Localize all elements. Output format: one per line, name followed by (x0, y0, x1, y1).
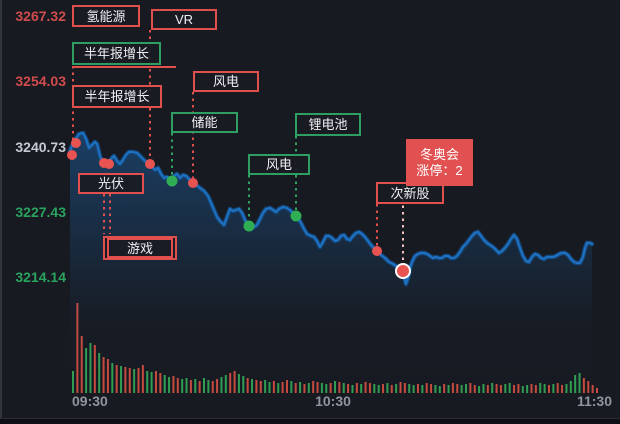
concept-tag[interactable]: 储能 (171, 112, 238, 133)
connector-dotted-line (247, 175, 250, 220)
hidden-tag-top-border-line (72, 66, 176, 68)
inner-tag-border: 游戏 (107, 238, 173, 258)
event-dot-red (104, 158, 114, 169)
connector-dotted-line (170, 133, 173, 176)
concept-tag-label: VR (174, 12, 194, 27)
concept-tag-label: 光伏 (97, 176, 124, 191)
connector-dotted-line (103, 194, 105, 234)
concept-tag-label: 半年报增长 (83, 46, 149, 61)
y-axis-price-label: 3227.43 (15, 204, 66, 220)
x-axis-time-label: 09:30 (72, 393, 108, 409)
concept-tag[interactable]: 风电 (193, 71, 259, 92)
limit-up-callout[interactable]: 冬奥会 涨停：2 (406, 139, 473, 186)
concept-tag-label: 锂电池 (308, 117, 348, 132)
connector-dotted-line (402, 186, 404, 266)
concept-tag-label: 储能 (191, 115, 218, 130)
concept-tag[interactable]: 半年报增长 (72, 42, 161, 65)
concept-tag[interactable]: 光伏 (78, 173, 144, 194)
y-axis-price-label: 3240.73 (15, 139, 66, 155)
left-edge-strip (0, 0, 2, 424)
y-axis-price-label: 3214.14 (15, 269, 66, 285)
concept-tag-label: 风电 (212, 74, 239, 89)
concept-tag[interactable]: 氢能源 (72, 5, 140, 27)
concept-tag-label: 游戏 (126, 240, 153, 256)
bottom-divider-bar (0, 418, 620, 424)
x-axis-time-label: 11:30 (576, 393, 612, 409)
concept-tag-label: 次新股 (390, 185, 430, 201)
x-axis-time-label: 10:30 (315, 393, 351, 409)
event-dot-red (71, 138, 81, 148)
connector-dotted-line (192, 92, 194, 178)
event-dot-green (166, 175, 177, 186)
event-dot-green (290, 210, 301, 221)
session-low-marker-dot (395, 263, 411, 279)
concept-tag[interactable]: 半年报增长 (72, 85, 162, 108)
concept-tag[interactable]: 游戏 (103, 236, 177, 260)
concept-tag[interactable]: 锂电池 (295, 113, 361, 136)
concept-tag[interactable]: 风电 (248, 154, 310, 175)
concept-tag[interactable]: VR (151, 9, 217, 30)
y-axis-price-label: 3254.03 (15, 73, 66, 89)
event-dot-red (188, 177, 198, 188)
concept-tag-label: 半年报增长 (84, 89, 150, 104)
concept-tag-label: 风电 (265, 157, 292, 172)
callout-line1: 冬奥会 (419, 147, 459, 162)
concept-tag-label: 氢能源 (86, 8, 126, 24)
price-area-fill (70, 133, 592, 395)
connector-dotted-line (109, 194, 111, 234)
concept-tag[interactable]: 次新股 (376, 182, 444, 204)
connector-dotted-line (376, 204, 378, 246)
event-dot-red (66, 150, 77, 160)
event-dot-red (371, 246, 382, 256)
event-dot-green (243, 220, 254, 231)
callout-line2: 涨停：2 (416, 163, 463, 178)
event-dot-red (98, 158, 109, 168)
price-line (69, 132, 593, 285)
event-dot-red (145, 158, 155, 169)
y-axis-price-label: 3267.32 (15, 8, 66, 24)
